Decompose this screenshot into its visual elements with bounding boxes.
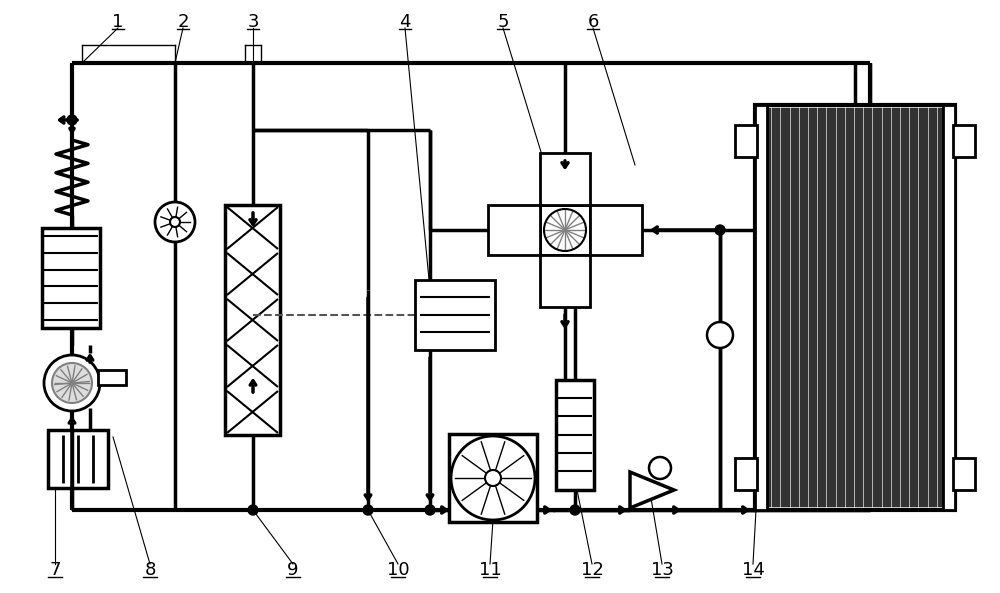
Circle shape bbox=[44, 355, 100, 411]
Circle shape bbox=[707, 322, 733, 348]
Bar bbox=[556, 380, 594, 490]
Bar bbox=[938, 108, 946, 507]
Text: 5: 5 bbox=[497, 13, 509, 31]
Bar bbox=[755, 105, 955, 510]
Bar bbox=[855, 108, 863, 507]
Circle shape bbox=[170, 217, 180, 227]
Bar bbox=[763, 108, 771, 507]
Bar bbox=[755, 105, 767, 510]
Bar bbox=[772, 108, 780, 507]
Bar bbox=[864, 108, 872, 507]
Bar bbox=[735, 125, 757, 157]
Text: 2: 2 bbox=[177, 13, 189, 31]
Bar bbox=[791, 108, 799, 507]
Bar bbox=[225, 205, 280, 435]
Bar bbox=[449, 434, 537, 522]
Bar bbox=[892, 108, 900, 507]
Bar bbox=[48, 430, 108, 488]
Text: 10: 10 bbox=[387, 561, 409, 579]
Bar bbox=[800, 108, 808, 507]
Text: 4: 4 bbox=[399, 13, 411, 31]
Bar bbox=[415, 280, 495, 350]
Text: 12: 12 bbox=[581, 561, 603, 579]
Bar bbox=[910, 108, 918, 507]
Bar bbox=[488, 205, 540, 255]
Bar bbox=[818, 108, 826, 507]
Bar bbox=[590, 205, 642, 255]
Circle shape bbox=[451, 436, 535, 520]
Circle shape bbox=[485, 470, 501, 486]
Bar bbox=[540, 205, 590, 255]
Circle shape bbox=[649, 457, 671, 479]
Bar bbox=[901, 108, 909, 507]
Circle shape bbox=[52, 363, 92, 403]
Bar bbox=[735, 458, 757, 490]
Text: 14: 14 bbox=[742, 561, 764, 579]
Circle shape bbox=[570, 505, 580, 515]
Bar bbox=[873, 108, 882, 507]
Bar bbox=[953, 458, 975, 490]
Circle shape bbox=[363, 505, 373, 515]
Text: 6: 6 bbox=[587, 13, 599, 31]
Bar bbox=[846, 108, 854, 507]
Bar bbox=[837, 108, 845, 507]
Text: 13: 13 bbox=[651, 561, 673, 579]
Bar bbox=[929, 108, 937, 507]
Text: 7: 7 bbox=[49, 561, 61, 579]
Text: 11: 11 bbox=[479, 561, 501, 579]
Circle shape bbox=[248, 505, 258, 515]
Text: 9: 9 bbox=[287, 561, 299, 579]
Circle shape bbox=[67, 115, 77, 125]
Circle shape bbox=[715, 225, 725, 235]
Polygon shape bbox=[630, 472, 674, 508]
Bar bbox=[809, 108, 817, 507]
Bar bbox=[42, 228, 100, 328]
Bar bbox=[827, 108, 836, 507]
Text: 8: 8 bbox=[144, 561, 156, 579]
Text: 3: 3 bbox=[247, 13, 259, 31]
Bar bbox=[540, 153, 590, 205]
Bar bbox=[919, 108, 928, 507]
Bar bbox=[540, 255, 590, 307]
Bar bbox=[953, 125, 975, 157]
Circle shape bbox=[155, 202, 195, 242]
Bar bbox=[781, 108, 790, 507]
Bar bbox=[98, 370, 126, 385]
Bar bbox=[883, 108, 891, 507]
Text: 1: 1 bbox=[112, 13, 124, 31]
Bar bbox=[943, 105, 955, 510]
Circle shape bbox=[425, 505, 435, 515]
